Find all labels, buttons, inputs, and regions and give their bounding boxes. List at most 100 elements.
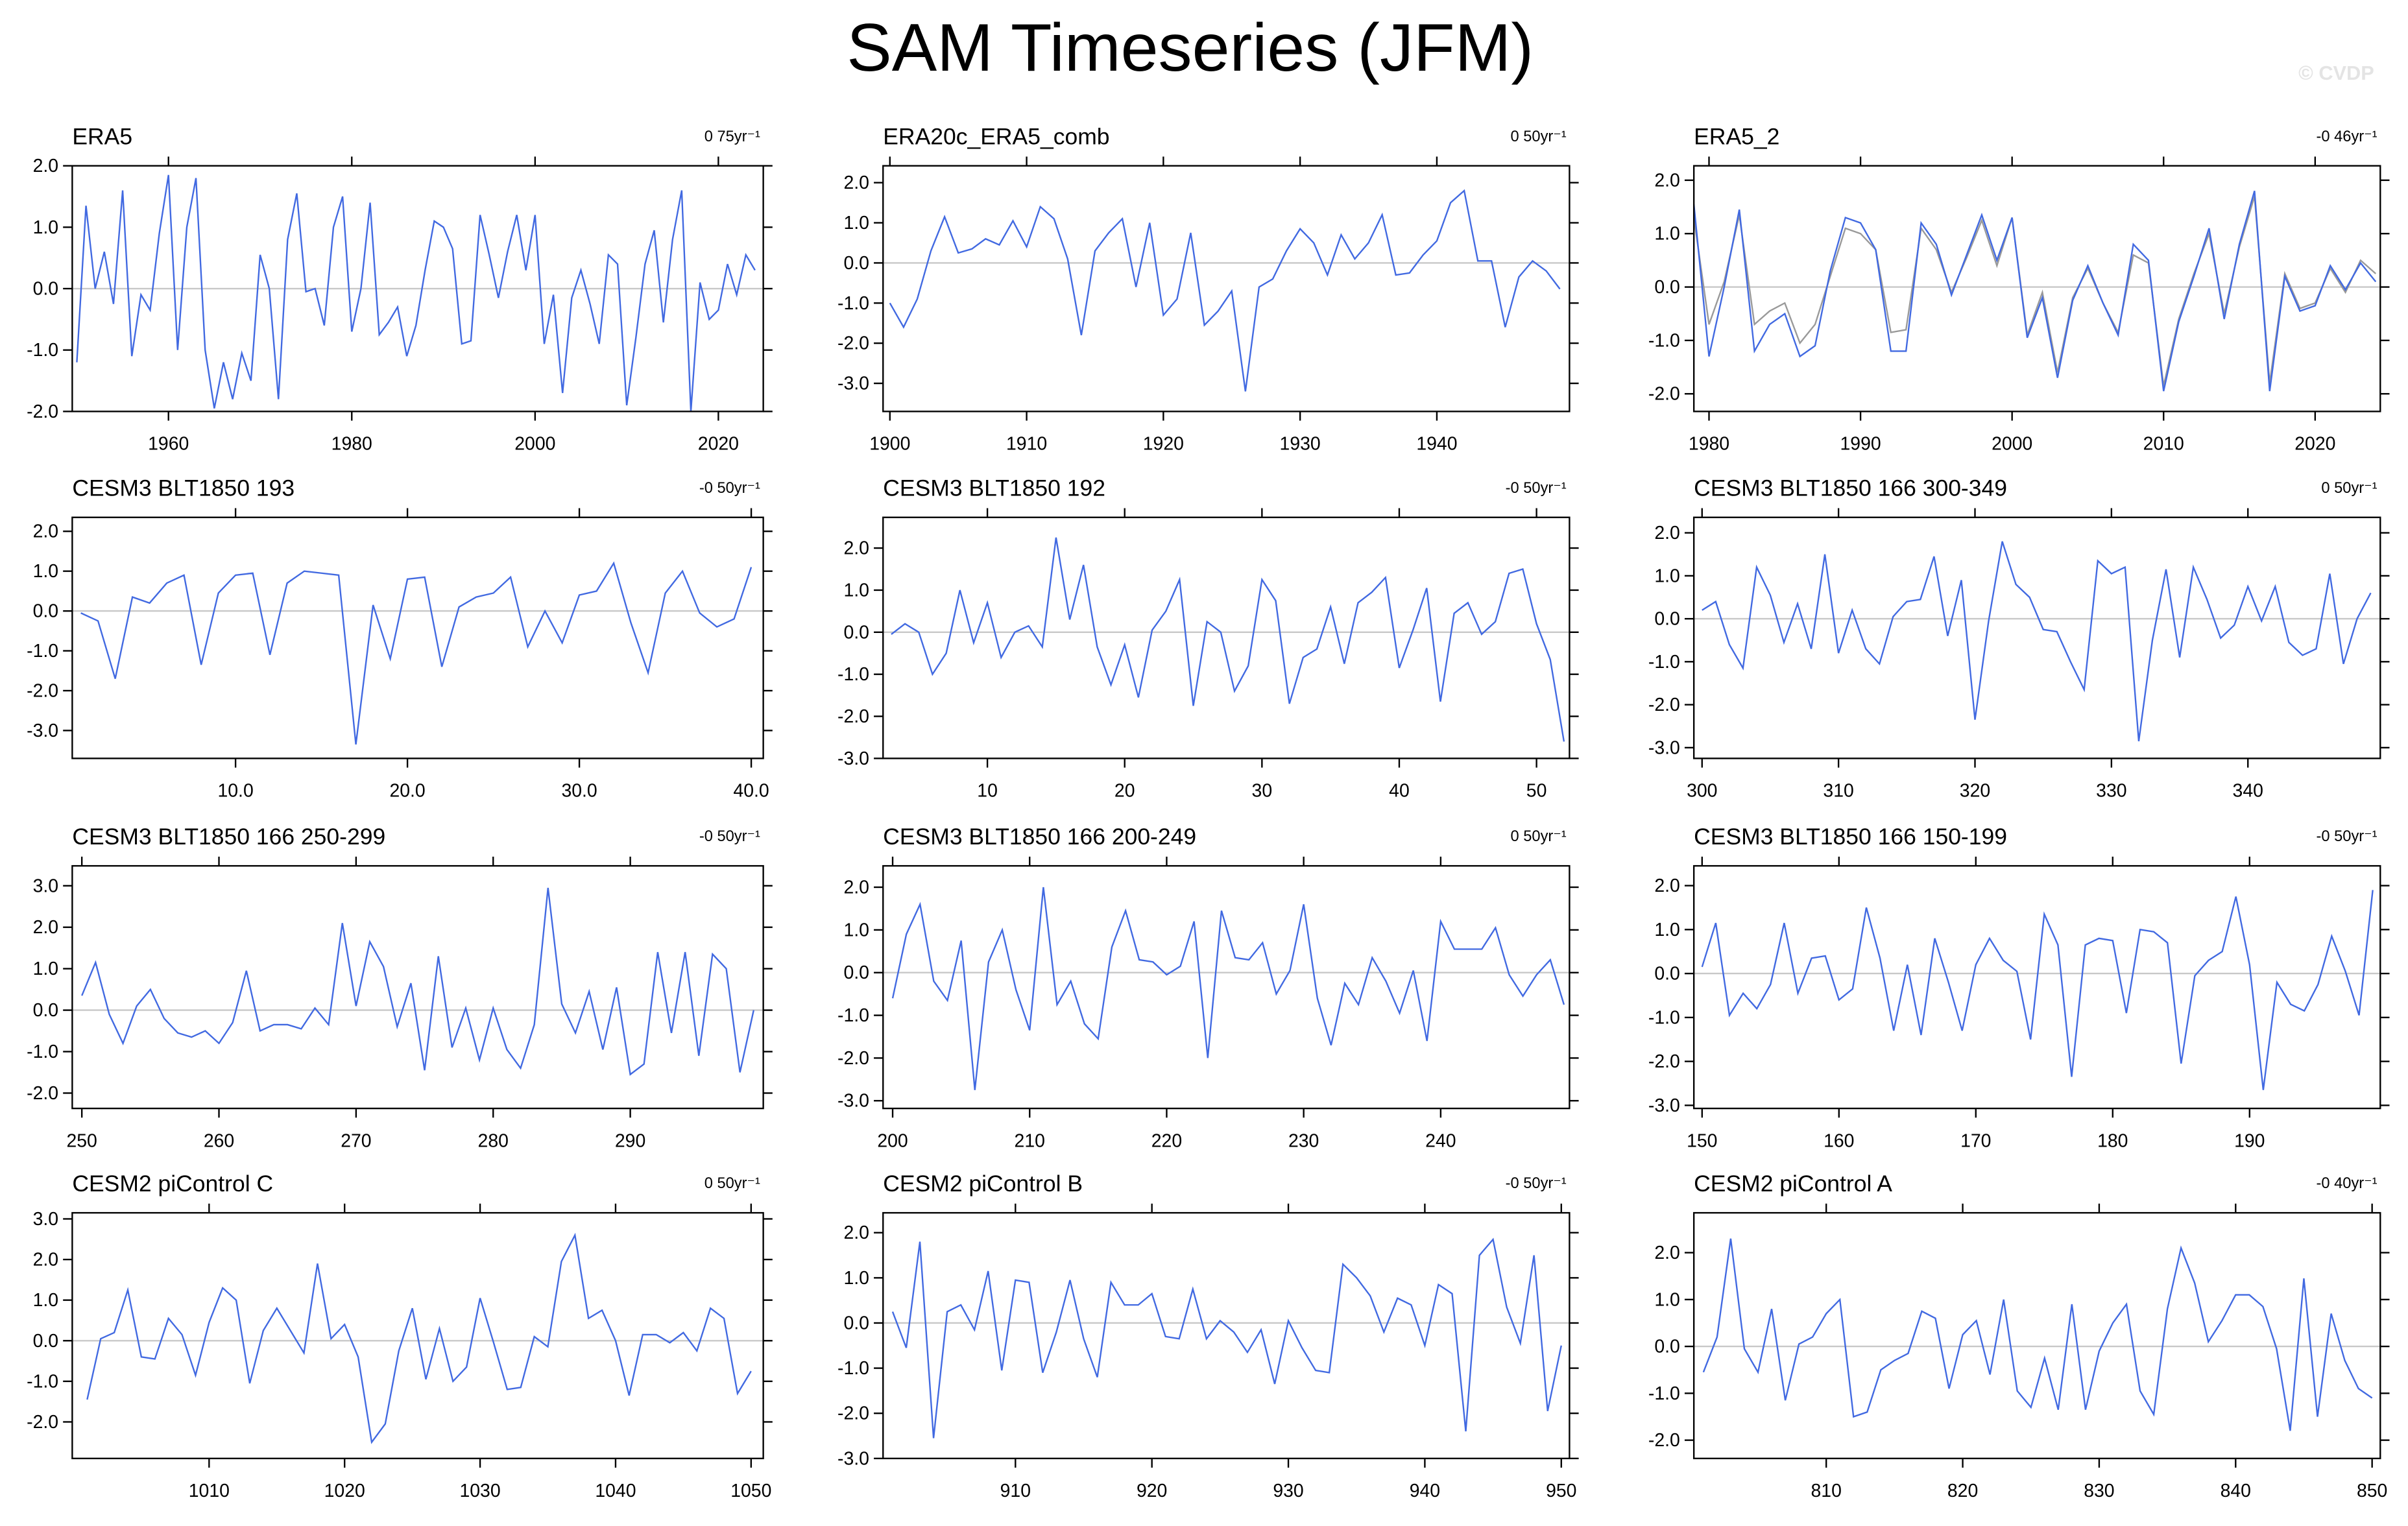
x-tick-label: 40.0 [733, 781, 769, 802]
y-tick-label: 1.0 [33, 217, 58, 238]
y-tick-label: 3.0 [33, 876, 58, 896]
x-tick-label: 1940 [1416, 434, 1457, 455]
y-tick-label: 0.0 [843, 962, 869, 983]
plot-frame [71, 1211, 764, 1460]
plot-frame [1692, 165, 2381, 412]
y-tick-label: 1.0 [843, 920, 869, 940]
x-tick-label: 290 [615, 1130, 645, 1151]
y-tick-label: 0.0 [33, 601, 58, 622]
plot-frame [71, 516, 764, 759]
y-tick-label: -1.0 [27, 1042, 58, 1062]
x-tick-label: 10.0 [217, 781, 253, 802]
y-tick-label: 2.0 [1654, 1243, 1680, 1263]
plot-frame [1692, 864, 2381, 1110]
y-tick-label: 2.0 [843, 538, 869, 559]
panel-title: CESM2 piControl C [72, 1171, 273, 1197]
x-tick-label: 830 [2084, 1481, 2114, 1501]
panel-title: CESM3 BLT1850 192 [883, 475, 1105, 501]
x-tick-label: 1900 [869, 434, 910, 455]
x-tick-label: 40 [1389, 781, 1410, 802]
y-tick-label: 2.0 [1654, 170, 1680, 191]
x-tick-label: 950 [1546, 1481, 1576, 1501]
plot-frame [1692, 1211, 2381, 1460]
y-tick-label: 0.0 [843, 1313, 869, 1333]
x-tick-label: 810 [1811, 1481, 1842, 1501]
panel-title: CESM3 BLT1850 166 250-299 [72, 824, 385, 850]
y-tick-label: -2.0 [27, 1412, 58, 1433]
y-tick-label: -1.0 [27, 1371, 58, 1392]
plot-frame [882, 1211, 1571, 1460]
x-tick-label: 170 [1960, 1130, 1991, 1151]
y-tick-label: -1.0 [1648, 1007, 1680, 1028]
plot-frame [1692, 516, 2381, 759]
y-tick-label: 0.0 [1654, 964, 1680, 984]
x-tick-label: 270 [341, 1130, 371, 1151]
data-line [86, 1232, 752, 1444]
y-tick-label: -3.0 [1648, 737, 1680, 758]
trend-label: 0 50yr⁻¹ [704, 1175, 760, 1192]
y-tick-label: -3.0 [837, 1448, 869, 1469]
y-tick-label: -2.0 [1648, 1430, 1680, 1451]
x-tick-label: 820 [1947, 1481, 1978, 1501]
y-tick-label: 0.0 [1654, 277, 1680, 298]
x-tick-label: 210 [1015, 1130, 1045, 1151]
y-tick-label: -1.0 [27, 641, 58, 662]
data-line [889, 189, 1561, 392]
x-tick-label: 1980 [1689, 434, 1729, 455]
trend-label: 0 50yr⁻¹ [1511, 828, 1567, 845]
x-tick-label: 310 [1823, 781, 1853, 802]
x-tick-label: 330 [2096, 781, 2126, 802]
y-tick-label: 2.0 [843, 173, 869, 193]
x-tick-label: 30 [1252, 781, 1273, 802]
x-tick-label: 1040 [595, 1481, 636, 1501]
x-tick-label: 1020 [324, 1481, 365, 1501]
panel-title: CESM2 piControl A [1694, 1171, 1892, 1197]
y-tick-label: 1.0 [33, 959, 58, 979]
data-line [1701, 890, 2374, 1090]
y-tick-label: -1.0 [1648, 1383, 1680, 1404]
y-tick-label: 0.0 [33, 279, 58, 300]
data-line [1702, 541, 2372, 742]
y-tick-label: -1.0 [837, 664, 869, 685]
y-tick-label: 0.0 [33, 1000, 58, 1021]
y-tick-label: -2.0 [1648, 695, 1680, 715]
y-tick-label: -2.0 [837, 1403, 869, 1424]
trend-label: -0 46yr⁻¹ [2317, 128, 2378, 145]
y-tick-label: 1.0 [1654, 920, 1680, 940]
y-tick-label: -1.0 [837, 293, 869, 314]
x-tick-label: 240 [1425, 1130, 1456, 1151]
y-tick-label: 0.0 [843, 622, 869, 643]
plot-frame [71, 864, 764, 1110]
x-tick-label: 1920 [1143, 434, 1184, 455]
y-tick-label: -2.0 [837, 333, 869, 354]
trend-label: -0 50yr⁻¹ [1506, 480, 1567, 497]
y-tick-label: 1.0 [1654, 224, 1680, 244]
y-tick-label: -1.0 [1648, 330, 1680, 351]
panel-title: ERA5 [72, 124, 132, 150]
y-tick-label: 2.0 [33, 1250, 58, 1270]
trend-label: 0 75yr⁻¹ [704, 128, 760, 145]
y-tick-label: 2.0 [1654, 876, 1680, 896]
x-tick-label: 1960 [148, 434, 189, 455]
trend-label: -0 50yr⁻¹ [699, 828, 760, 845]
y-tick-label: 0.0 [1654, 1337, 1680, 1357]
y-tick-label: 2.0 [843, 1222, 869, 1243]
y-tick-label: 1.0 [843, 580, 869, 601]
x-tick-label: 260 [204, 1130, 234, 1151]
x-tick-label: 320 [1960, 781, 1990, 802]
y-tick-label: -1.0 [1648, 652, 1680, 673]
data-line [891, 1237, 1562, 1438]
y-tick-label: -3.0 [837, 1091, 869, 1112]
data-line [76, 174, 756, 412]
y-tick-label: 1.0 [33, 1290, 58, 1311]
x-tick-label: 1050 [730, 1481, 771, 1501]
y-tick-label: 2.0 [33, 521, 58, 542]
x-tick-label: 160 [1824, 1130, 1854, 1151]
x-tick-label: 2010 [2143, 434, 2184, 455]
trend-label: 0 50yr⁻¹ [1511, 128, 1567, 145]
y-tick-label: 1.0 [33, 561, 58, 582]
y-tick-label: -2.0 [1648, 384, 1680, 405]
watermark: © CVDP [2298, 62, 2374, 84]
